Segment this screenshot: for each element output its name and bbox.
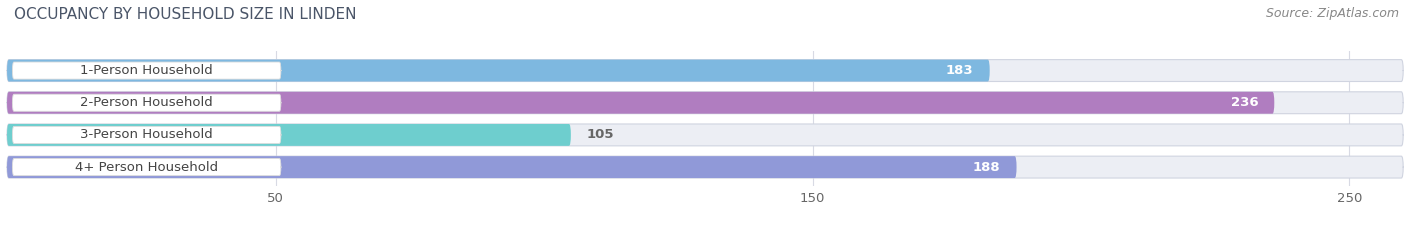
FancyBboxPatch shape xyxy=(7,124,571,146)
Text: Source: ZipAtlas.com: Source: ZipAtlas.com xyxy=(1265,7,1399,20)
Text: 236: 236 xyxy=(1230,96,1258,109)
Text: 188: 188 xyxy=(973,161,1001,174)
FancyBboxPatch shape xyxy=(7,124,1403,146)
FancyBboxPatch shape xyxy=(7,92,1274,114)
FancyBboxPatch shape xyxy=(13,62,281,79)
Text: 1-Person Household: 1-Person Household xyxy=(80,64,214,77)
FancyBboxPatch shape xyxy=(7,92,1403,114)
FancyBboxPatch shape xyxy=(7,60,1403,82)
FancyBboxPatch shape xyxy=(13,126,281,144)
FancyBboxPatch shape xyxy=(7,156,1403,178)
Text: 183: 183 xyxy=(946,64,973,77)
FancyBboxPatch shape xyxy=(7,60,990,82)
Text: 105: 105 xyxy=(586,128,614,141)
Text: 3-Person Household: 3-Person Household xyxy=(80,128,214,141)
Text: 4+ Person Household: 4+ Person Household xyxy=(75,161,218,174)
Text: OCCUPANCY BY HOUSEHOLD SIZE IN LINDEN: OCCUPANCY BY HOUSEHOLD SIZE IN LINDEN xyxy=(14,7,357,22)
FancyBboxPatch shape xyxy=(7,156,1017,178)
FancyBboxPatch shape xyxy=(13,94,281,111)
Text: 2-Person Household: 2-Person Household xyxy=(80,96,214,109)
FancyBboxPatch shape xyxy=(13,159,281,176)
